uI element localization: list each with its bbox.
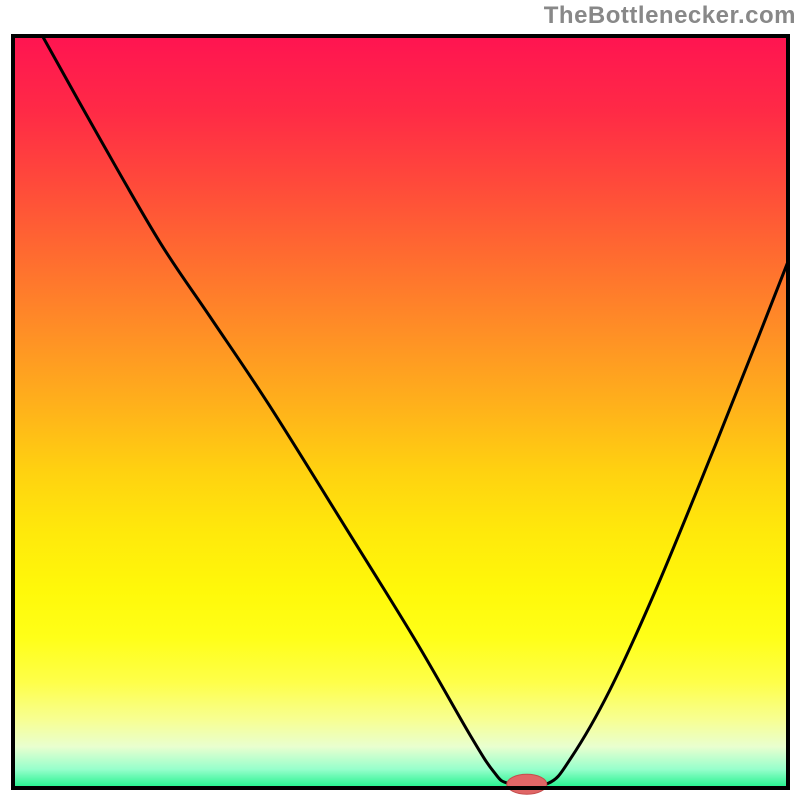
watermark-text: TheBottlenecker.com [544, 2, 796, 30]
heatmap-background [13, 36, 788, 788]
optimal-marker [507, 774, 547, 794]
bottleneck-chart: TheBottlenecker.com [0, 0, 800, 800]
chart-svg [0, 0, 800, 800]
